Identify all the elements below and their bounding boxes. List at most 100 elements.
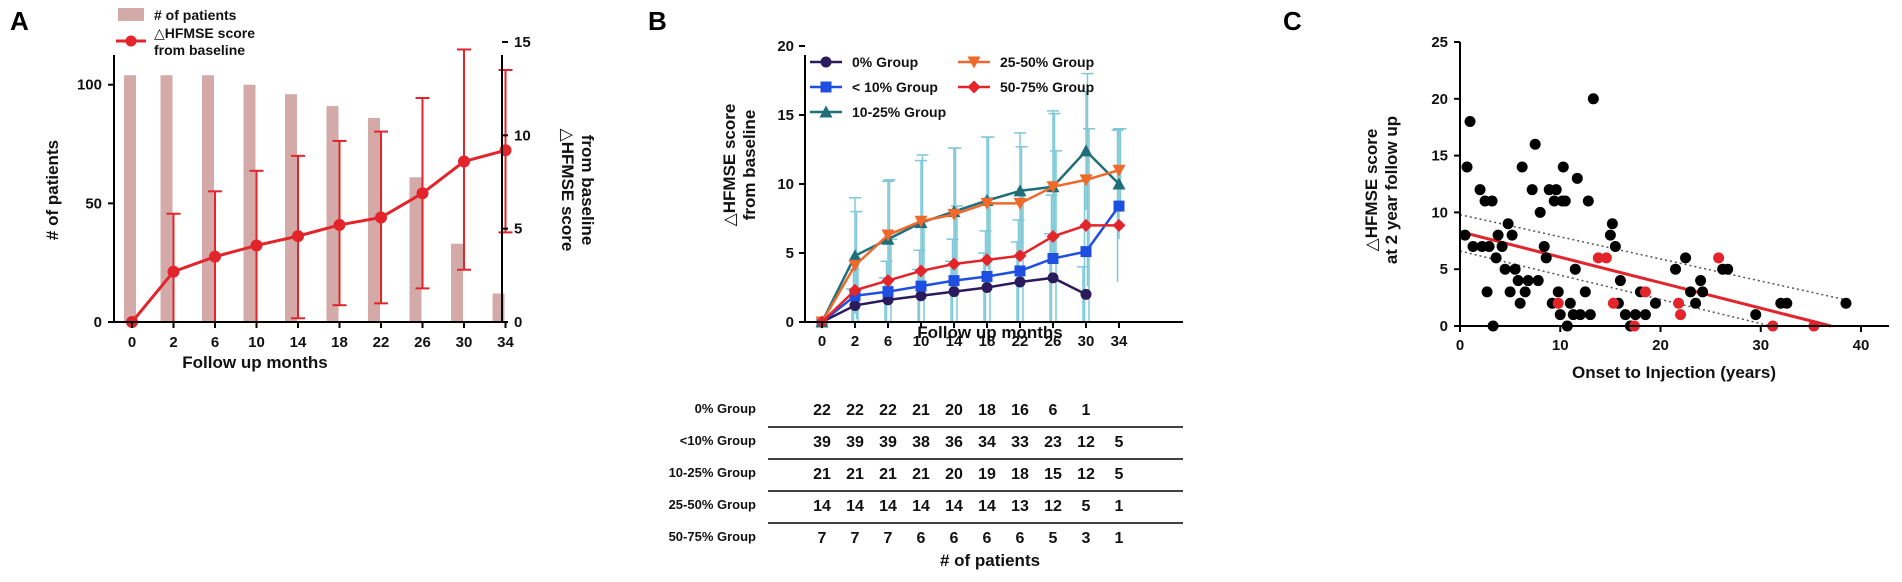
table-cell-2-0: 21 xyxy=(813,466,831,483)
xtick-label-c-40: 40 xyxy=(1853,337,1870,354)
point-c-black-35 xyxy=(1554,309,1566,321)
point-a-6 xyxy=(209,250,221,263)
xtick-label-b-26: 26 xyxy=(1045,333,1062,350)
xtick-label-b-2: 2 xyxy=(851,333,859,350)
panel-c-xlabel: Onset to Injection (years) xyxy=(1572,363,1776,382)
legend-b-marker-2 xyxy=(819,105,833,118)
point-c-red-5 xyxy=(1639,286,1651,298)
ytick-label-a-right-0: 0 xyxy=(514,314,522,331)
point-b-3-18 xyxy=(980,197,994,210)
point-c-red-6 xyxy=(1673,297,1685,309)
panel-b-table: 0% Group 22 22 22 21 20 18 16 6 1<10% Group 39 39 39… xyxy=(669,401,1183,547)
point-a-14 xyxy=(292,230,304,243)
point-c-red-8 xyxy=(1713,252,1725,264)
legend-b-label-0: 0% Group xyxy=(852,54,918,70)
point-c-black-13 xyxy=(1496,240,1508,252)
point-c-black-38 xyxy=(1559,195,1571,207)
point-c-black-63 xyxy=(1690,297,1702,309)
point-b-0-14 xyxy=(948,286,960,298)
table-cell-2-3: 21 xyxy=(912,466,930,483)
table-row-label-3: 25-50% Group xyxy=(669,497,756,512)
point-b-1-30 xyxy=(1080,246,1092,258)
table-cell-2-1: 21 xyxy=(846,466,864,483)
point-b-2-22 xyxy=(1013,184,1027,197)
point-b-4-34 xyxy=(1112,218,1126,232)
point-c-black-12 xyxy=(1492,229,1504,241)
table-cell-2-6: 18 xyxy=(1011,466,1029,483)
panel-b-ylabel-2: from baseline xyxy=(740,110,759,221)
xtick-label-b-18: 18 xyxy=(979,333,996,350)
legend-a-line-label-1: △HFMSE score xyxy=(154,25,255,41)
xtick-label-c-10: 10 xyxy=(1552,337,1569,354)
point-c-black-49 xyxy=(1604,229,1616,241)
point-c-black-68 xyxy=(1750,309,1762,321)
table-cell-3-1: 14 xyxy=(846,498,864,515)
point-b-4-2 xyxy=(848,283,862,297)
panel-c-plot xyxy=(1459,93,1852,332)
xtick-label-c-0: 0 xyxy=(1456,337,1464,354)
point-b-2-34 xyxy=(1112,177,1126,190)
point-c-black-8 xyxy=(1483,240,1495,252)
ytick-label-c-25: 25 xyxy=(1431,34,1448,51)
legend-a-bar-swatch xyxy=(118,8,144,21)
point-c-black-25 xyxy=(1529,138,1541,150)
point-b-3-22 xyxy=(1013,197,1027,210)
point-b-3-34 xyxy=(1112,164,1126,177)
point-b-3-6 xyxy=(881,229,895,242)
point-c-black-21 xyxy=(1516,161,1528,173)
xtick-label-b-10: 10 xyxy=(913,333,930,350)
bar-a-30 xyxy=(451,243,463,322)
legend-b-marker-0 xyxy=(820,56,832,68)
point-c-black-48 xyxy=(1587,93,1599,105)
point-c-black-29 xyxy=(1540,252,1552,264)
xtick-label-b-6: 6 xyxy=(884,333,892,350)
table-cell-4-0: 7 xyxy=(818,530,827,547)
legend-b-label-1: < 10% Group xyxy=(852,79,938,95)
line-b-2 xyxy=(820,149,1120,323)
point-c-black-44 xyxy=(1574,309,1586,321)
table-cell-4-7: 5 xyxy=(1049,530,1058,547)
point-a-18 xyxy=(333,218,346,231)
point-c-black-71 xyxy=(1840,297,1852,309)
point-c-black-67 xyxy=(1722,263,1734,275)
point-c-black-58 xyxy=(1639,309,1651,321)
point-c-black-33 xyxy=(1550,184,1562,196)
table-row-label-0: 0% Group xyxy=(695,401,756,416)
xtick-label-a-10: 10 xyxy=(248,334,265,351)
point-c-black-62 xyxy=(1685,286,1697,298)
table-cell-4-4: 6 xyxy=(950,530,959,547)
xtick-label-a-18: 18 xyxy=(331,334,348,351)
point-b-1-14 xyxy=(948,275,960,287)
point-c-black-7 xyxy=(1481,286,1493,298)
panel-b-xlabel: Follow up months xyxy=(917,323,1062,342)
table-cell-4-9: 1 xyxy=(1115,530,1124,547)
xtick-label-c-20: 20 xyxy=(1652,337,1669,354)
point-c-black-65 xyxy=(1697,286,1709,298)
ytick-label-b-5: 5 xyxy=(786,245,794,262)
table-cell-3-9: 1 xyxy=(1115,498,1124,515)
point-c-black-54 xyxy=(1619,309,1631,321)
legend-b-marker-1 xyxy=(820,81,832,93)
bar-a-26 xyxy=(409,177,422,322)
point-c-black-1 xyxy=(1461,161,1473,173)
point-c-red-7 xyxy=(1675,309,1687,321)
table-cell-4-5: 6 xyxy=(983,530,992,547)
point-b-0-26 xyxy=(1047,272,1059,284)
point-b-2-2 xyxy=(848,249,862,262)
legend-a-bar-label: # of patients xyxy=(154,7,237,23)
table-cell-3-7: 12 xyxy=(1044,498,1062,515)
point-c-black-42 xyxy=(1569,263,1581,275)
point-b-1-22 xyxy=(1014,265,1026,277)
ci-lower-line xyxy=(1459,250,1771,327)
table-cell-2-5: 19 xyxy=(978,466,996,483)
point-c-black-59 xyxy=(1649,297,1661,309)
point-c-black-26 xyxy=(1532,275,1544,287)
point-a-2 xyxy=(167,265,180,278)
ytick-label-a-left-50: 50 xyxy=(85,195,102,212)
table-row-label-1: <10% Group xyxy=(680,433,756,448)
ytick-label-a-right-5: 5 xyxy=(514,221,522,238)
xtick-label-b-0: 0 xyxy=(818,333,826,350)
